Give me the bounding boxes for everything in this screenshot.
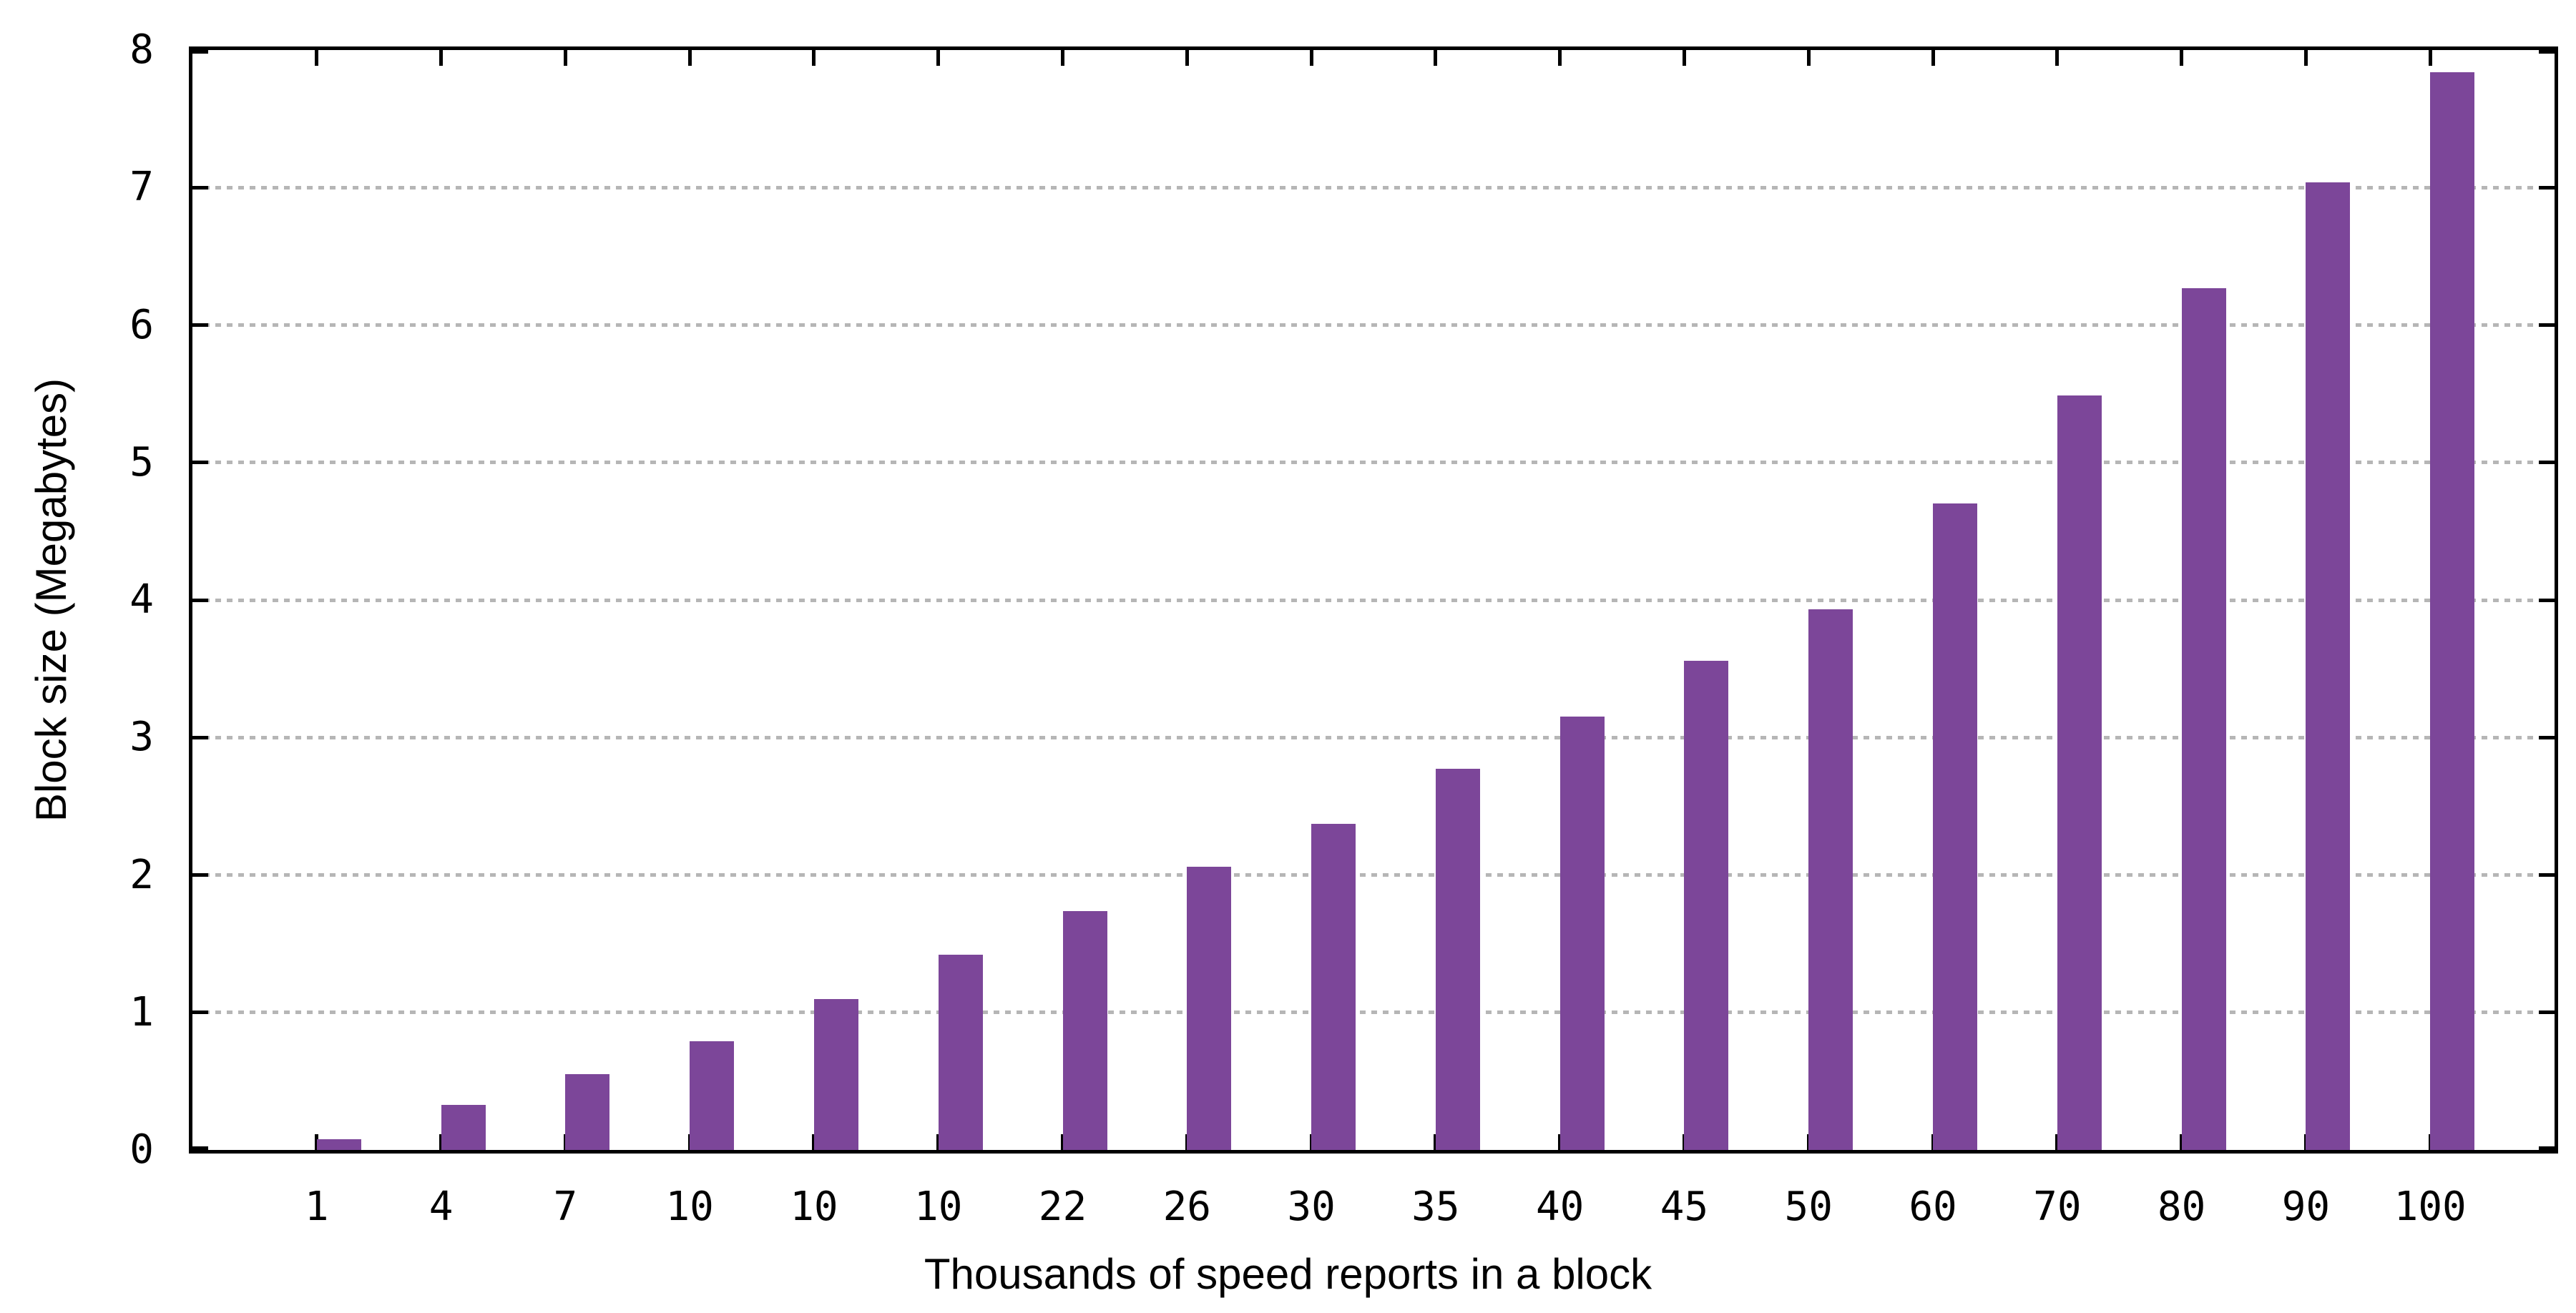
y-tick-label-5: 5	[129, 438, 154, 486]
x-tick-top-12	[1806, 50, 1811, 66]
x-tick-label-0: 1	[304, 1184, 329, 1230]
y-tick-right-8	[2539, 50, 2555, 54]
gridline-y1	[192, 1010, 2555, 1015]
y-tick-right-3	[2539, 735, 2555, 739]
x-tick-top-17	[2428, 50, 2432, 66]
x-tick-top-16	[2303, 50, 2308, 66]
y-tick-left-3	[192, 735, 208, 739]
x-tick-label-14: 70	[2033, 1184, 2082, 1230]
y-tick-label-8: 8	[129, 26, 154, 73]
x-tick-top-0	[315, 50, 319, 66]
y-tick-right-4	[2539, 598, 2555, 602]
x-tick-label-6: 22	[1038, 1184, 1087, 1230]
bar-45	[1684, 660, 1729, 1150]
gridline-y5	[192, 461, 2555, 465]
x-tick-top-10	[1558, 50, 1562, 66]
gridline-y6	[192, 323, 2555, 327]
x-tick-label-5: 10	[914, 1184, 963, 1230]
bar-60	[1933, 503, 1978, 1150]
y-tick-right-0	[2539, 1146, 2555, 1150]
y-tick-right-6	[2539, 323, 2555, 327]
y-tick-right-2	[2539, 873, 2555, 877]
bar-100	[2430, 72, 2475, 1150]
x-tick-top-8	[1309, 50, 1313, 66]
x-tick-top-9	[1434, 50, 1438, 66]
y-tick-left-2	[192, 873, 208, 877]
gridline-y4	[192, 598, 2555, 602]
x-tick-top-7	[1185, 50, 1189, 66]
y-tick-left-6	[192, 323, 208, 327]
gridline-y3	[192, 735, 2555, 739]
x-tick-top-1	[439, 50, 444, 66]
bar-10	[938, 955, 983, 1150]
plot-area	[189, 46, 2558, 1154]
y-tick-left-7	[192, 185, 208, 190]
bar-80	[2181, 287, 2226, 1150]
y-tick-left-4	[192, 598, 208, 602]
x-tick-label-15: 80	[2157, 1184, 2206, 1230]
y-tick-right-1	[2539, 1010, 2555, 1015]
x-tick-label-8: 30	[1287, 1184, 1336, 1230]
bar-40	[1559, 717, 1605, 1150]
x-tick-top-15	[2180, 50, 2184, 66]
x-tick-top-3	[687, 50, 692, 66]
bar-30	[1311, 824, 1356, 1150]
y-tick-left-8	[192, 50, 208, 54]
x-tick-label-16: 90	[2281, 1184, 2331, 1230]
y-tick-label-1: 1	[129, 988, 154, 1036]
gridline-y7	[192, 185, 2555, 190]
bar-70	[2057, 395, 2102, 1150]
y-tick-right-7	[2539, 185, 2555, 190]
x-tick-top-13	[1931, 50, 1935, 66]
x-tick-top-14	[2055, 50, 2060, 66]
bar-1	[316, 1139, 361, 1150]
x-tick-label-17: 100	[2394, 1184, 2467, 1230]
y-tick-label-4: 4	[129, 576, 154, 623]
x-axis-title: Thousands of speed reports in a block	[924, 1250, 1652, 1298]
x-tick-top-2	[563, 50, 567, 66]
y-tick-left-1	[192, 1010, 208, 1015]
y-tick-label-7: 7	[129, 164, 154, 211]
x-tick-top-4	[812, 50, 816, 66]
bar-50	[1808, 609, 1853, 1150]
x-tick-label-9: 35	[1411, 1184, 1460, 1230]
y-axis-title: Block size (Megabytes)	[27, 378, 75, 822]
x-tick-label-12: 50	[1784, 1184, 1833, 1230]
bar-26	[1187, 866, 1232, 1150]
x-tick-top-6	[1061, 50, 1065, 66]
bar-7	[565, 1074, 610, 1150]
y-tick-left-5	[192, 461, 208, 465]
y-tick-left-0	[192, 1146, 208, 1150]
y-tick-label-6: 6	[129, 301, 154, 348]
x-tick-top-11	[1682, 50, 1686, 66]
y-tick-label-2: 2	[129, 851, 154, 898]
gridline-y2	[192, 873, 2555, 877]
bar-22	[1062, 910, 1107, 1150]
y-tick-right-5	[2539, 461, 2555, 465]
x-tick-label-4: 10	[790, 1184, 838, 1230]
x-tick-label-10: 40	[1535, 1184, 1585, 1230]
bar-90	[2306, 182, 2351, 1150]
bar-35	[1435, 769, 1480, 1150]
x-tick-label-2: 7	[553, 1184, 578, 1230]
x-tick-top-5	[936, 50, 941, 66]
bar-4	[441, 1104, 486, 1150]
y-tick-label-0: 0	[129, 1126, 154, 1173]
bar-10	[813, 998, 858, 1150]
y-tick-label-3: 3	[129, 714, 154, 761]
x-tick-label-13: 60	[1909, 1184, 1957, 1230]
x-tick-label-11: 45	[1660, 1184, 1709, 1230]
bar-10	[690, 1041, 735, 1150]
x-tick-label-7: 26	[1162, 1184, 1212, 1230]
x-tick-label-1: 4	[428, 1184, 454, 1230]
x-tick-label-3: 10	[665, 1184, 714, 1230]
